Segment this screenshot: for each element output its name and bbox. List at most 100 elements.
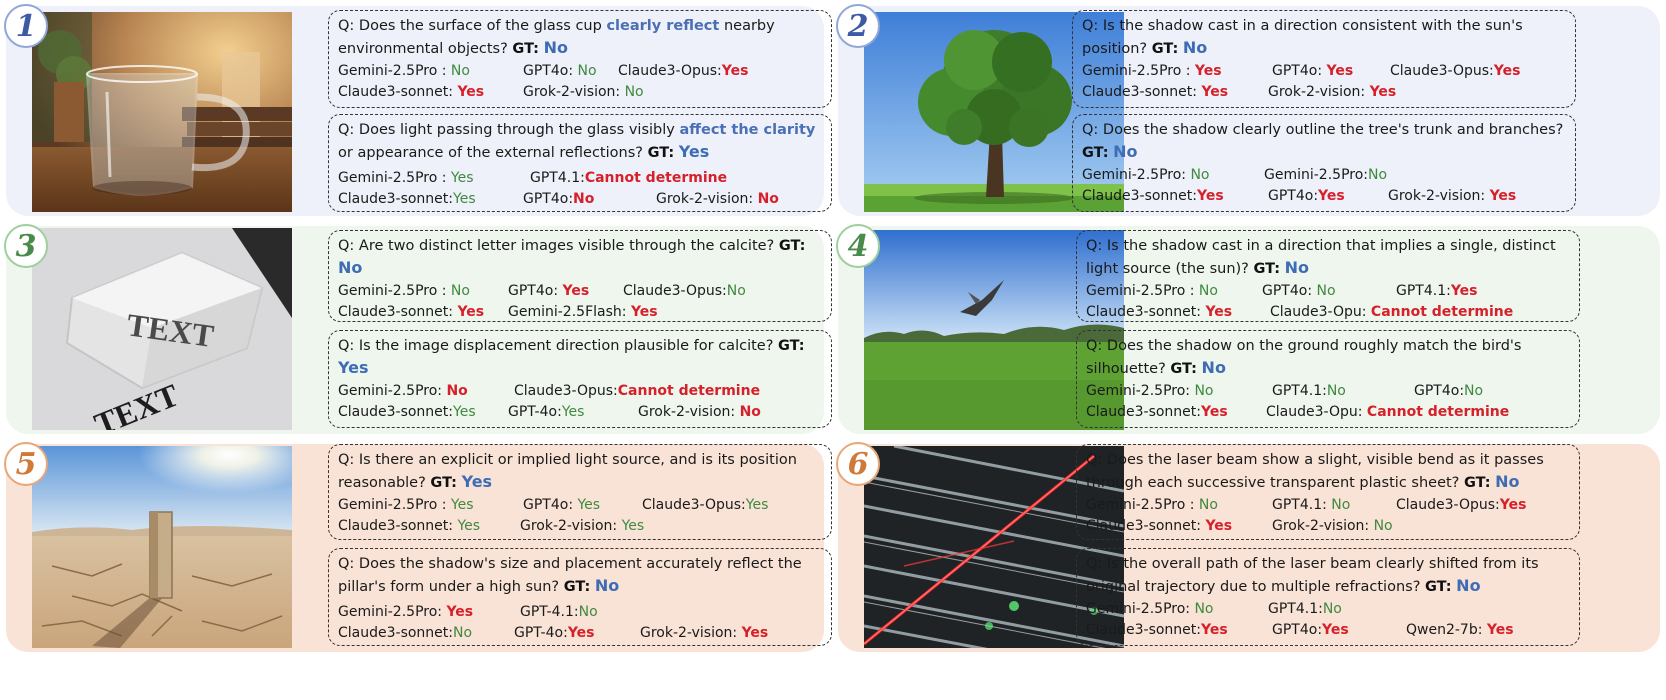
model-answer: Claude3-sonnet: Yes xyxy=(1086,518,1233,534)
model-answer: Gemini-2.5Pro: No xyxy=(1082,167,1210,183)
answer-row: Gemini-2.5Pro: No GPT4.1:No GPT4o:No xyxy=(1086,381,1571,401)
question: Q: Does light passing through the glass … xyxy=(338,122,816,161)
model-answer: Claude3-sonnet:Yes xyxy=(338,191,476,207)
panel-number: 6 xyxy=(836,442,880,486)
ground-truth: No xyxy=(1495,472,1520,491)
answer-row: Claude3-sonnet: Yes Grok-2-vision: Yes xyxy=(338,516,823,536)
model-answer: Gemini-2.5Pro: Yes xyxy=(338,604,474,620)
model-answer: GPT4.1:Cannot determine xyxy=(530,170,728,186)
ground-truth: Yes xyxy=(678,142,710,161)
panel-3: 3 TEXT TEXT Q: Are two distinct letter i… xyxy=(4,224,832,434)
ground-truth: No xyxy=(1201,358,1226,377)
answer-row: Gemini-2.5Pro: Yes GPT-4.1:No xyxy=(338,602,823,622)
qa-box: Q: Does light passing through the glass … xyxy=(328,114,832,212)
model-answer: Gemini-2.5Pro:No xyxy=(1264,167,1388,183)
panel-number: 1 xyxy=(4,4,48,48)
model-answer: Gemini-2.5Pro: No xyxy=(1086,383,1214,399)
model-answer: Claude3-Opus:Yes xyxy=(642,497,769,513)
glass-cup-photo xyxy=(32,12,292,212)
model-answer: Gemini-2.5Pro: No xyxy=(338,383,468,399)
desert-pillar-photo xyxy=(32,446,292,648)
answer-row: Claude3-sonnet: Yes Grok-2-vision: No xyxy=(1086,516,1571,536)
answer-row: Claude3-sonnet:Yes GPT4o:Yes Grok-2-visi… xyxy=(1082,186,1567,206)
model-answer: Gemini-2.5Pro : No xyxy=(338,63,470,79)
model-answer: Claude3-sonnet:Yes xyxy=(338,404,476,420)
qa-box: Q: Does the surface of the glass cup cle… xyxy=(328,10,832,108)
answer-row: Claude3-sonnet: Yes Grok-2-vision: No xyxy=(338,82,823,102)
model-answer: GPT4o:No xyxy=(523,191,595,207)
ground-truth: No xyxy=(1182,38,1208,57)
ground-truth: No xyxy=(543,38,568,57)
model-answer: Gemini-2.5Pro : No xyxy=(1086,497,1218,513)
model-answer: Grok-2-vision: No xyxy=(1272,518,1393,534)
model-answer: GPT-4.1:No xyxy=(520,604,598,620)
question: Q: Is the image displacement direction p… xyxy=(338,338,805,377)
model-answer: Gemini-2.5Pro : Yes xyxy=(1082,63,1222,79)
tree-photo xyxy=(864,12,1124,212)
model-answer: GPT4o: Yes xyxy=(1272,63,1354,79)
answer-row: Gemini-2.5Pro : Yes GPT4o: Yes Claude3-O… xyxy=(1082,61,1567,81)
ground-truth: No xyxy=(338,258,363,277)
answer-row: Gemini-2.5Pro : No GPT4o: Yes Claude3-Op… xyxy=(338,281,823,301)
answer-row: Claude3-sonnet: Yes Grok-2-vision: Yes xyxy=(1082,82,1567,102)
model-answer: Gemini-2.5Pro : Yes xyxy=(338,497,474,513)
answer-row: Gemini-2.5Pro : No GPT4o: No Claude3-Opu… xyxy=(338,61,823,81)
model-answer: Claude3-sonnet: Yes xyxy=(1086,304,1233,320)
model-answer: Gemini-2.5Pro : Yes xyxy=(338,170,474,186)
model-answer: GPT4o: Yes xyxy=(523,497,601,513)
panel-number: 2 xyxy=(836,4,880,48)
ground-truth: No xyxy=(1113,142,1138,161)
model-answer: GPT4o:No xyxy=(1414,383,1484,399)
model-answer: Grok-2-vision: No xyxy=(656,191,779,207)
qa-box: Q: Is the shadow cast in a direction tha… xyxy=(1076,230,1580,322)
qa-box: Q: Does the shadow's size and placement … xyxy=(328,548,832,646)
model-answer: Claude3-sonnet:No xyxy=(338,625,473,641)
model-answer: GPT4.1: No xyxy=(1272,497,1351,513)
model-answer: GPT-4o:Yes xyxy=(514,625,595,641)
panel-2: 2 Q: Is the shadow cast in a direction c… xyxy=(836,4,1660,216)
qa-box: Q: Is the shadow cast in a direction con… xyxy=(1072,10,1576,108)
answer-row: Claude3-sonnet:No GPT-4o:Yes Grok-2-visi… xyxy=(338,623,823,643)
answer-row: Claude3-sonnet:Yes GPT-4o:Yes Grok-2-vis… xyxy=(338,402,823,422)
answer-row: Claude3-sonnet:Yes Claude3-Opu: Cannot d… xyxy=(1086,402,1571,422)
model-answer: Grok-2-vision: Yes xyxy=(640,625,769,641)
question: Q: Does the surface of the glass cup cle… xyxy=(338,18,775,57)
qa-box: Q: Does the shadow on the ground roughly… xyxy=(1076,330,1580,428)
answer-row: Claude3-sonnet:Yes GPT4o:Yes Qwen2-7b: Y… xyxy=(1086,620,1571,640)
model-answer: Claude3-Opu: Cannot determine xyxy=(1270,304,1514,320)
model-answer: Grok-2-vision: No xyxy=(523,84,644,100)
panel-number: 5 xyxy=(4,442,48,486)
panel-5: 5 Q: Is there an explicit or implied lig… xyxy=(4,442,832,652)
model-answer: GPT-4o:Yes xyxy=(508,404,585,420)
answer-row: Gemini-2.5Pro : Yes GPT4.1:Cannot determ… xyxy=(338,168,823,188)
answer-row: Gemini-2.5Pro: No Claude3-Opus:Cannot de… xyxy=(338,381,823,401)
model-answer: GPT4o: Yes xyxy=(508,283,590,299)
model-answer: Qwen2-7b: Yes xyxy=(1406,622,1514,638)
model-answer: GPT4o: No xyxy=(523,63,597,79)
panel-number: 4 xyxy=(836,224,880,268)
qa-box: Q: Is the image displacement direction p… xyxy=(328,330,832,428)
ground-truth: Yes xyxy=(461,472,493,491)
answer-row: Claude3-sonnet:Yes GPT4o:No Grok-2-visio… xyxy=(338,189,823,209)
question: Q: Are two distinct letter images visibl… xyxy=(338,238,806,277)
panel-1: 1 Q: Does the surface of the glass cup c xyxy=(4,4,832,216)
model-answer: Grok-2-vision: No xyxy=(638,404,761,420)
bird-photo xyxy=(864,230,1124,430)
model-answer: Claude3-Opu: Cannot determine xyxy=(1266,404,1510,420)
answer-row: Gemini-2.5Pro: No GPT4.1:No xyxy=(1086,599,1571,619)
model-answer: Gemini-2.5Flash: Yes xyxy=(508,304,658,320)
question: Q: Does the shadow clearly outline the t… xyxy=(1082,122,1564,161)
qa-box: Q: Is there an explicit or implied light… xyxy=(328,444,832,540)
panel-4: 4 Q: Is the shadow cast in a direction t… xyxy=(836,224,1660,434)
model-answer: Claude3-Opus:Yes xyxy=(1390,63,1521,79)
question: Q: Is the overall path of the laser beam… xyxy=(1086,556,1539,595)
ground-truth: No xyxy=(594,576,620,595)
model-answer: Claude3-sonnet: Yes xyxy=(338,304,485,320)
model-answer: Claude3-sonnet: Yes xyxy=(338,518,481,534)
model-answer: GPT4o:Yes xyxy=(1268,188,1345,204)
model-answer: Gemini-2.5Pro: No xyxy=(1086,601,1214,617)
answer-row: Gemini-2.5Pro : No GPT4.1: No Claude3-Op… xyxy=(1086,495,1571,515)
panel-6: 6 Q: Does xyxy=(836,442,1660,652)
model-answer: GPT4.1:Yes xyxy=(1396,283,1478,299)
answer-row: Gemini-2.5Pro: No Gemini-2.5Pro:No xyxy=(1082,165,1567,185)
